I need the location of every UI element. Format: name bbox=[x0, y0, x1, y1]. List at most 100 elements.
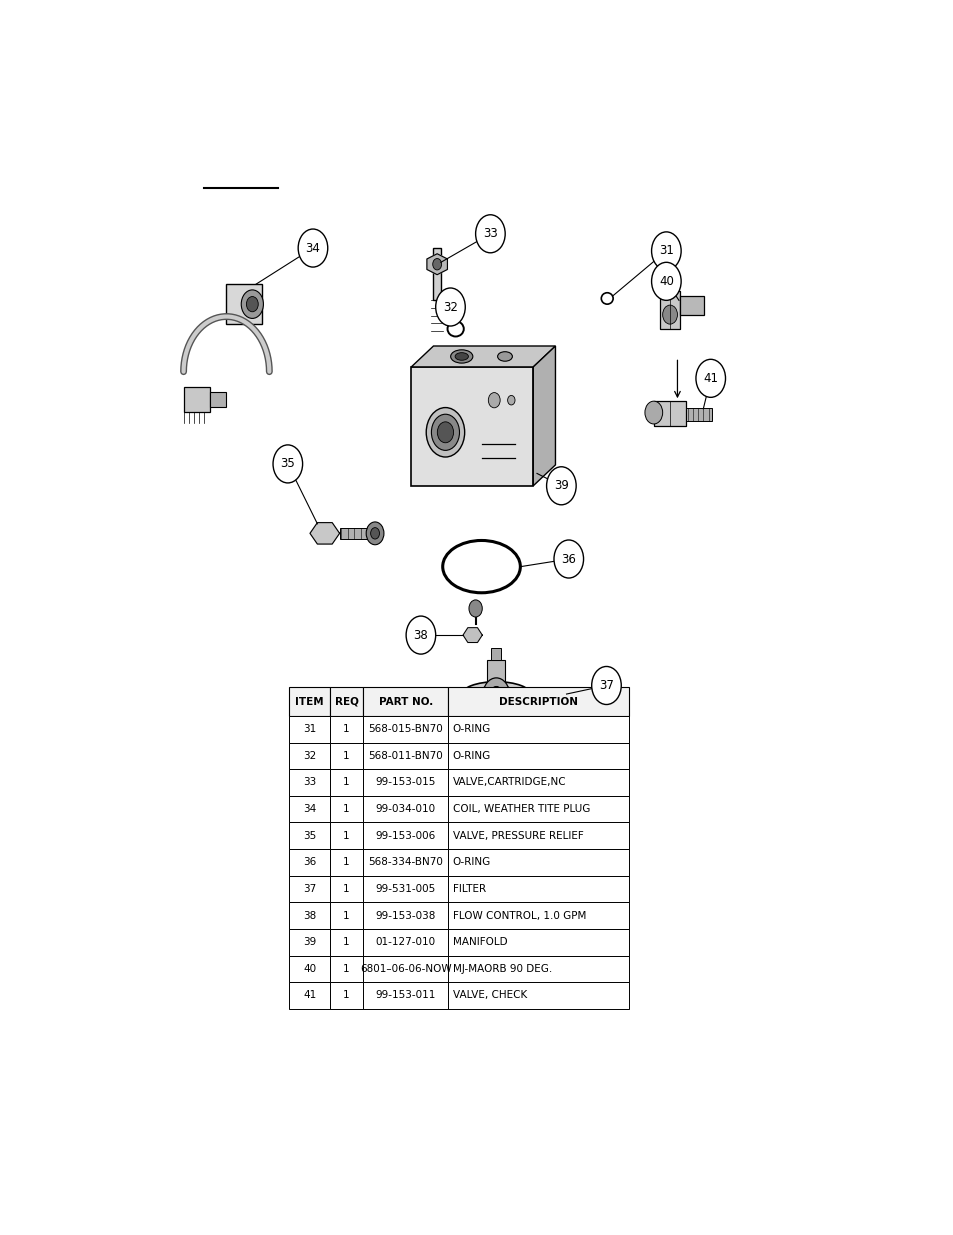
Circle shape bbox=[591, 667, 620, 704]
Text: 1: 1 bbox=[343, 831, 350, 841]
Text: O-RING: O-RING bbox=[453, 724, 491, 735]
Bar bbox=[330, 688, 363, 716]
Bar bbox=[289, 769, 330, 795]
Bar bbox=[491, 648, 501, 659]
Text: 1: 1 bbox=[343, 884, 350, 894]
Text: O-RING: O-RING bbox=[453, 857, 491, 867]
Circle shape bbox=[241, 290, 263, 319]
Ellipse shape bbox=[450, 350, 473, 363]
Text: 31: 31 bbox=[303, 724, 316, 735]
Text: 1: 1 bbox=[343, 751, 350, 761]
Text: 6801–06-06-NOW: 6801–06-06-NOW bbox=[359, 963, 451, 974]
Text: 38: 38 bbox=[303, 910, 316, 920]
Circle shape bbox=[644, 401, 662, 424]
Bar bbox=[411, 367, 533, 485]
Bar bbox=[330, 769, 363, 795]
Bar bbox=[289, 823, 330, 848]
Text: 1: 1 bbox=[343, 963, 350, 974]
Text: 568-015-BN70: 568-015-BN70 bbox=[368, 724, 442, 735]
Polygon shape bbox=[533, 346, 555, 485]
Bar bbox=[363, 823, 448, 848]
Text: DESCRIPTION: DESCRIPTION bbox=[498, 697, 578, 706]
Bar bbox=[363, 848, 448, 876]
Circle shape bbox=[406, 616, 436, 655]
Text: 31: 31 bbox=[659, 245, 673, 257]
Text: 37: 37 bbox=[303, 884, 316, 894]
Bar bbox=[330, 876, 363, 903]
Text: 39: 39 bbox=[554, 479, 568, 493]
Circle shape bbox=[488, 393, 499, 408]
Text: 33: 33 bbox=[482, 227, 497, 241]
Circle shape bbox=[662, 305, 677, 324]
Bar bbox=[363, 876, 448, 903]
Circle shape bbox=[366, 522, 383, 545]
Polygon shape bbox=[462, 627, 482, 642]
Bar bbox=[448, 769, 629, 795]
Text: 99-153-038: 99-153-038 bbox=[375, 910, 436, 920]
Bar bbox=[363, 956, 448, 982]
Bar bbox=[330, 716, 363, 742]
Bar bbox=[448, 742, 629, 769]
Bar bbox=[448, 688, 629, 716]
Text: VALVE, PRESSURE RELIEF: VALVE, PRESSURE RELIEF bbox=[453, 831, 583, 841]
Bar bbox=[448, 956, 629, 982]
Bar bbox=[363, 688, 448, 716]
Circle shape bbox=[482, 678, 509, 713]
Ellipse shape bbox=[436, 422, 453, 443]
Bar bbox=[653, 401, 685, 426]
Text: 40: 40 bbox=[659, 275, 673, 288]
Bar bbox=[289, 876, 330, 903]
Text: 37: 37 bbox=[598, 679, 614, 692]
Bar bbox=[363, 769, 448, 795]
Text: 39: 39 bbox=[303, 937, 316, 947]
Text: 1: 1 bbox=[343, 778, 350, 788]
Circle shape bbox=[469, 600, 482, 618]
Text: VALVE,CARTRIDGE,NC: VALVE,CARTRIDGE,NC bbox=[453, 778, 566, 788]
Text: 41: 41 bbox=[303, 990, 316, 1000]
Ellipse shape bbox=[431, 414, 459, 451]
Text: MANIFOLD: MANIFOLD bbox=[453, 937, 507, 947]
Text: 1: 1 bbox=[343, 937, 350, 947]
Bar bbox=[679, 295, 703, 315]
Bar bbox=[210, 391, 226, 406]
Bar bbox=[226, 284, 262, 324]
Text: O-RING: O-RING bbox=[453, 751, 491, 761]
Text: 99-034-010: 99-034-010 bbox=[375, 804, 436, 814]
Bar bbox=[448, 982, 629, 1009]
Text: 32: 32 bbox=[442, 300, 457, 314]
Bar bbox=[289, 956, 330, 982]
Text: 1: 1 bbox=[343, 804, 350, 814]
Text: 568-334-BN70: 568-334-BN70 bbox=[368, 857, 443, 867]
Bar bbox=[289, 716, 330, 742]
Text: 1: 1 bbox=[343, 857, 350, 867]
Text: FILTER: FILTER bbox=[453, 884, 485, 894]
Bar bbox=[363, 982, 448, 1009]
Polygon shape bbox=[427, 253, 447, 274]
Bar bbox=[330, 823, 363, 848]
Polygon shape bbox=[310, 522, 339, 545]
Circle shape bbox=[433, 258, 441, 270]
Bar bbox=[448, 823, 629, 848]
Circle shape bbox=[298, 228, 328, 267]
Bar bbox=[448, 876, 629, 903]
Circle shape bbox=[651, 262, 680, 300]
Text: 99-153-011: 99-153-011 bbox=[375, 990, 436, 1000]
Text: 40: 40 bbox=[303, 963, 315, 974]
Circle shape bbox=[546, 467, 576, 505]
Bar bbox=[289, 929, 330, 956]
Circle shape bbox=[370, 527, 379, 538]
Circle shape bbox=[273, 445, 302, 483]
Ellipse shape bbox=[460, 682, 531, 709]
Bar bbox=[363, 742, 448, 769]
Bar bbox=[448, 716, 629, 742]
Text: 34: 34 bbox=[305, 242, 320, 254]
Text: 32: 32 bbox=[303, 751, 316, 761]
Bar bbox=[330, 795, 363, 823]
Text: ITEM: ITEM bbox=[295, 697, 324, 706]
Bar bbox=[183, 387, 210, 411]
Text: MJ-MAORB 90 DEG.: MJ-MAORB 90 DEG. bbox=[453, 963, 552, 974]
Text: 1: 1 bbox=[343, 910, 350, 920]
Circle shape bbox=[489, 687, 502, 704]
Circle shape bbox=[554, 540, 583, 578]
Text: 35: 35 bbox=[280, 457, 294, 471]
